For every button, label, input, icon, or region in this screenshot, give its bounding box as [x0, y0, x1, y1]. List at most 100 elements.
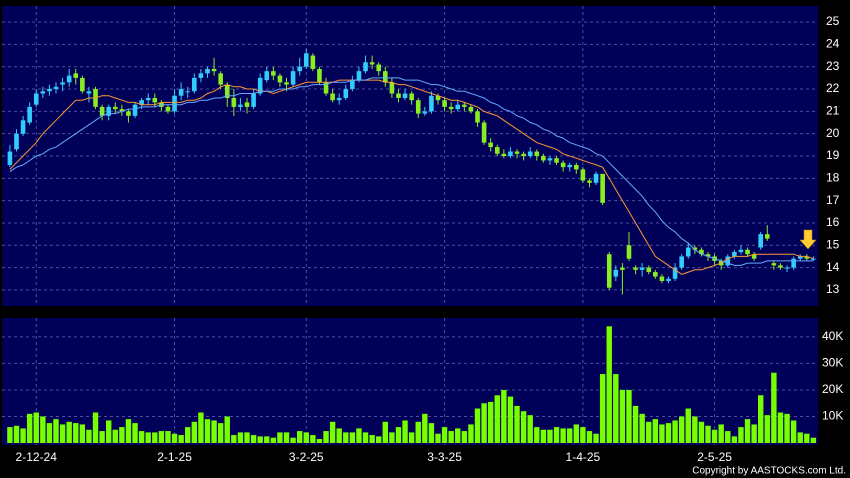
volume-bar [692, 416, 698, 443]
volume-bar [672, 420, 678, 443]
y-tick-label: 14 [826, 260, 840, 274]
candle-body [145, 97, 151, 101]
volume-bar [165, 431, 171, 443]
volume-bar [237, 432, 244, 443]
volume-bar [758, 395, 764, 443]
candle-body [244, 102, 250, 107]
candle-body [560, 162, 566, 168]
candle-body [442, 100, 447, 107]
candle-body [639, 267, 645, 270]
candle-body [534, 151, 540, 156]
volume-bar [132, 423, 138, 443]
volume-bar [553, 427, 560, 443]
candle-body [224, 84, 230, 98]
volume-bar [382, 421, 389, 443]
volume-bar [606, 326, 612, 443]
volume-bar [659, 424, 665, 443]
candle-body [448, 106, 454, 110]
candle-body [33, 93, 39, 105]
volume-bar [441, 427, 448, 443]
candle-body [402, 93, 408, 98]
y-tick-label: 40K [822, 329, 843, 343]
volume-bar [665, 423, 672, 443]
candle-body [86, 91, 92, 94]
candle-body [66, 75, 72, 83]
volume-bar [26, 413, 33, 443]
candle-body [494, 147, 500, 154]
volume-bar [152, 432, 158, 443]
candle-body [126, 111, 131, 116]
candle-body [606, 254, 612, 288]
y-tick-label: 22 [826, 81, 840, 95]
candle-body [297, 66, 302, 72]
candle-body [205, 68, 210, 74]
y-tick-label: 18 [826, 170, 840, 184]
volume-bar [66, 421, 72, 443]
candle-body [554, 158, 559, 163]
volume-bar [244, 432, 250, 443]
candle-body [317, 68, 322, 83]
candle-body [672, 267, 678, 279]
candle-body [521, 153, 526, 156]
volume-bar [264, 436, 270, 443]
candle-body [725, 256, 731, 266]
candle-body [751, 254, 757, 259]
candle-body [343, 89, 349, 98]
volume-bar [217, 423, 224, 443]
volume-bar [705, 425, 711, 443]
candle-body [211, 68, 217, 72]
volume-bar [356, 428, 362, 443]
x-tick-label: 3-3-25 [427, 450, 462, 464]
candle-body [580, 169, 586, 181]
candle-body [791, 258, 796, 268]
candle-body [192, 77, 197, 92]
y-tick-label: 16 [826, 215, 840, 229]
candle-body [20, 120, 26, 134]
moving-average-line [9, 79, 814, 275]
candle-body [139, 100, 144, 105]
candle-body [172, 95, 177, 112]
candle-body [409, 93, 414, 101]
candle-body [185, 91, 191, 93]
y-tick-label: 23 [826, 59, 840, 73]
volume-bar [362, 432, 369, 443]
volume-bar [744, 419, 751, 443]
candle-body [14, 133, 19, 150]
candle-body [593, 173, 599, 183]
volume-bar [376, 436, 382, 443]
volume-bar [415, 421, 421, 443]
y-tick-label: 20K [822, 382, 843, 396]
candle-body [218, 73, 223, 85]
candle-body [653, 272, 658, 277]
candle-body [7, 151, 13, 165]
candle-body [264, 71, 270, 81]
volume-bar [487, 401, 494, 443]
volume-bar [507, 396, 514, 443]
candle-body [699, 249, 704, 255]
volume-bar [573, 424, 579, 443]
volume-bar [316, 439, 323, 443]
y-tick-label: 30K [822, 356, 843, 370]
candle-body [336, 97, 342, 101]
volume-bar [7, 427, 13, 443]
candle-body [363, 62, 368, 72]
volume-bar [455, 428, 461, 443]
candle-body [501, 153, 507, 156]
volume-bar [422, 413, 428, 443]
volume-bar [514, 405, 520, 443]
volume-bar [250, 435, 257, 443]
volume-bar [323, 431, 329, 443]
volume-bar [257, 436, 263, 443]
volume-bar [204, 419, 211, 443]
volume-bar [771, 372, 777, 443]
candle-body [705, 254, 711, 257]
volume-bar [40, 416, 46, 443]
volume-bar [527, 415, 533, 443]
candle-body [277, 75, 283, 83]
candle-body [685, 247, 691, 257]
candle-body [271, 71, 276, 76]
candle-body [330, 93, 335, 101]
candle-body [745, 249, 750, 255]
volume-bar [369, 435, 375, 443]
